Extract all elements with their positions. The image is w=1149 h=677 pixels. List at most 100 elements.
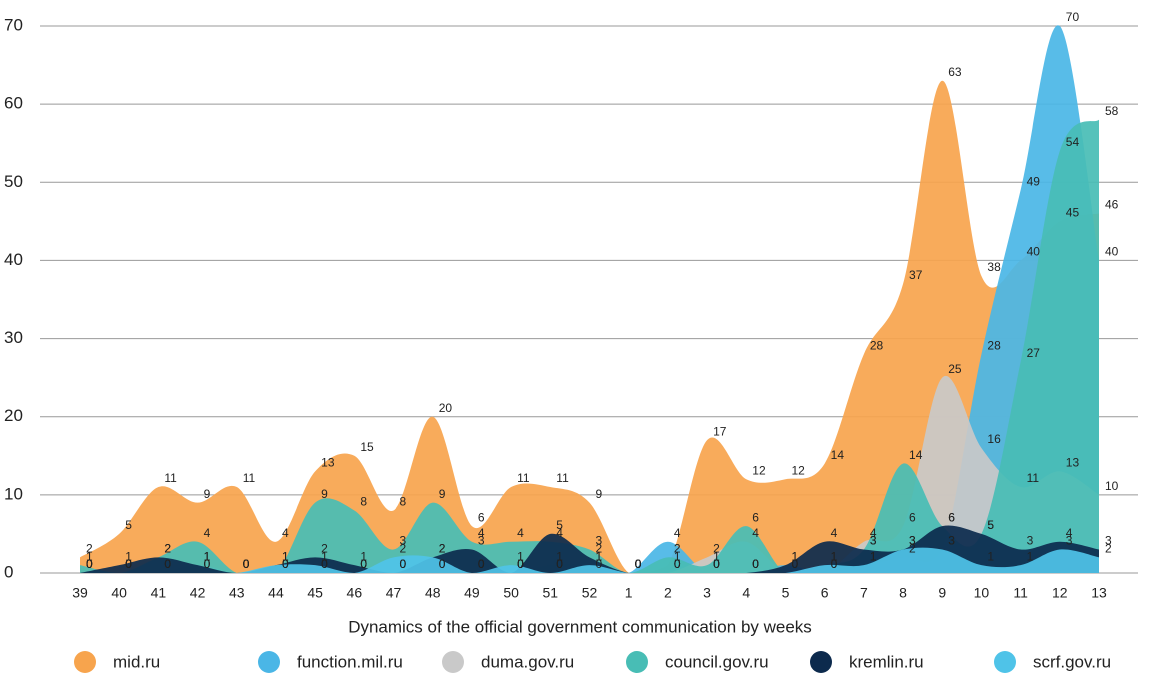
value-label: 9 [204, 487, 211, 501]
value-label: 12 [791, 463, 805, 477]
x-tick-label: 1 [625, 585, 633, 601]
area [80, 119, 1099, 574]
value-label: 0 [125, 557, 132, 571]
value-label: 0 [635, 557, 642, 571]
value-label: 11 [164, 471, 177, 485]
value-label: 0 [282, 557, 289, 571]
value-label: 11 [556, 471, 569, 485]
value-label: 3 [948, 534, 955, 548]
value-label: 1 [831, 549, 838, 563]
value-label: 0 [713, 557, 720, 571]
value-label: 3 [909, 534, 916, 548]
legend-marker [810, 651, 832, 673]
value-label: 49 [1027, 174, 1041, 188]
value-label: 0 [86, 557, 93, 571]
value-label: 0 [125, 557, 132, 571]
x-tick-label: 50 [503, 585, 519, 601]
value-label: 4 [517, 526, 524, 540]
legend-marker [258, 651, 280, 673]
legend-label: mid.ru [113, 652, 160, 671]
value-label: 0 [791, 557, 798, 571]
value-label: 0 [674, 557, 681, 571]
value-label: 0 [478, 557, 485, 571]
value-label: 6 [909, 510, 916, 524]
value-label: 40 [1105, 245, 1119, 259]
value-label: 58 [1105, 104, 1119, 118]
x-tick-label: 49 [464, 585, 480, 601]
x-tick-label: 11 [1013, 585, 1028, 601]
y-tick-label: 50 [4, 172, 23, 191]
value-label: 3 [870, 534, 877, 548]
value-label: 4 [831, 526, 838, 540]
value-label: 4 [1066, 526, 1073, 540]
value-label: 2 [674, 542, 681, 556]
value-label: 1 [674, 549, 681, 563]
value-label: 1 [282, 549, 289, 563]
value-label: 3 [1066, 534, 1073, 548]
value-label: 4 [204, 526, 211, 540]
value-label: 63 [948, 65, 962, 79]
value-label: 12 [752, 463, 766, 477]
x-tick-label: 13 [1091, 585, 1107, 601]
value-label: 1 [360, 549, 367, 563]
value-label: 1 [125, 549, 132, 563]
legend-marker [994, 651, 1016, 673]
value-label: 2 [86, 542, 93, 556]
value-label: 0 [243, 557, 250, 571]
y-tick-label: 0 [4, 562, 13, 581]
value-label: 0 [517, 557, 524, 571]
value-label: 4 [870, 526, 877, 540]
value-label: 28 [987, 338, 1001, 352]
x-tick-label: 4 [742, 585, 750, 601]
x-tick-label: 10 [974, 585, 990, 601]
value-label: 0 [791, 557, 798, 571]
value-label: 1 [870, 549, 877, 563]
y-tick-label: 60 [4, 94, 23, 113]
y-tick-label: 70 [4, 15, 23, 34]
value-label: 0 [752, 557, 759, 571]
x-tick-label: 3 [703, 585, 711, 601]
value-label: 0 [86, 557, 93, 571]
value-label: 1 [713, 549, 720, 563]
value-label: 4 [556, 526, 563, 540]
y-tick-label: 10 [4, 484, 23, 503]
value-label: 1 [204, 549, 211, 563]
value-label: 0 [164, 557, 171, 571]
value-label: 2 [439, 542, 446, 556]
value-label: 1 [831, 549, 838, 563]
value-label: 2 [439, 542, 446, 556]
value-label: 0 [752, 557, 759, 571]
x-tick-label: 44 [268, 585, 284, 601]
value-label: 0 [635, 557, 642, 571]
value-label: 37 [909, 268, 923, 282]
value-label: 17 [713, 424, 727, 438]
value-label: 0 [204, 557, 211, 571]
value-label: 5 [987, 518, 994, 532]
x-tick-label: 41 [151, 585, 167, 601]
x-tick-label: 45 [307, 585, 323, 601]
value-label: 11 [517, 471, 530, 485]
value-label: 45 [1066, 206, 1080, 220]
value-label: 0 [831, 557, 838, 571]
value-label: 3 [1105, 534, 1112, 548]
x-tick-label: 46 [347, 585, 363, 601]
value-label: 0 [674, 557, 681, 571]
value-label: 0 [243, 557, 250, 571]
value-label: 1 [791, 549, 798, 563]
value-label: 10 [1105, 479, 1119, 493]
value-label: 0 [243, 557, 250, 571]
value-label: 0 [282, 557, 289, 571]
legend-label: kremlin.ru [849, 652, 924, 671]
value-label: 25 [948, 362, 962, 376]
value-label: 11 [1027, 471, 1040, 485]
x-axis-label: Dynamics of the official government comm… [348, 617, 812, 636]
value-label: 11 [243, 471, 256, 485]
x-tick-label: 52 [582, 585, 598, 601]
value-label: 1 [791, 549, 798, 563]
value-label: 0 [321, 557, 328, 571]
value-label: 27 [1027, 346, 1041, 360]
value-label: 0 [400, 557, 407, 571]
y-tick-label: 40 [4, 250, 23, 269]
legend-marker [74, 651, 96, 673]
